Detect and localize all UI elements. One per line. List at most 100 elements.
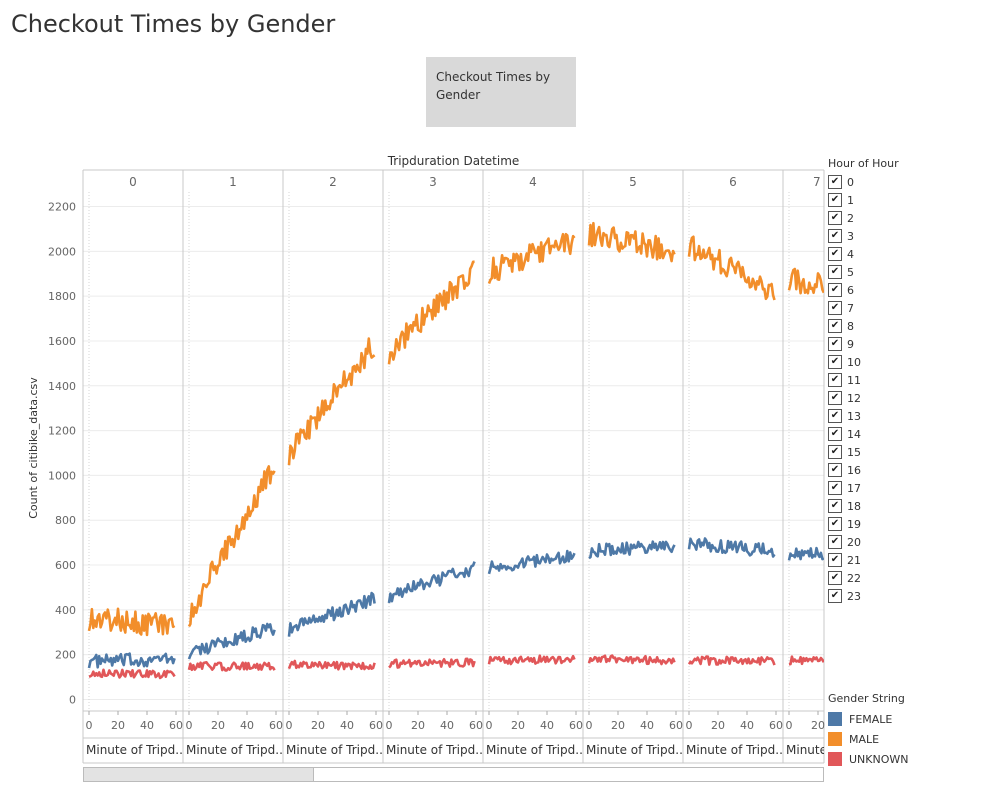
- x-axis-label: Minute of Tripd..: [386, 743, 483, 757]
- checkbox-checked-icon[interactable]: ✔: [828, 337, 842, 351]
- checkbox-checked-icon[interactable]: ✔: [828, 355, 842, 369]
- series-line-female: [287, 591, 376, 637]
- hour-filter-label: 19: [847, 517, 861, 531]
- hour-filter-item-10[interactable]: ✔ 10: [828, 353, 988, 371]
- series-line-unknown: [687, 655, 776, 666]
- checkbox-checked-icon[interactable]: ✔: [828, 283, 842, 297]
- checkbox-checked-icon[interactable]: ✔: [828, 265, 842, 279]
- hour-filter-item-18[interactable]: ✔ 18: [828, 497, 988, 515]
- legend-swatch: [828, 732, 842, 746]
- hour-filter-item-7[interactable]: ✔ 7: [828, 299, 988, 317]
- hour-filter-item-19[interactable]: ✔ 19: [828, 515, 988, 533]
- scrollbar-thumb[interactable]: [84, 768, 314, 781]
- hour-filter-item-23[interactable]: ✔ 23: [828, 587, 988, 605]
- hour-filter-item-8[interactable]: ✔ 8: [828, 317, 988, 335]
- y-tick-label: 1200: [48, 425, 76, 438]
- hour-filter-item-1[interactable]: ✔ 1: [828, 191, 988, 209]
- checkbox-checked-icon[interactable]: ✔: [828, 175, 842, 189]
- x-tick-label: 0: [486, 719, 493, 732]
- hour-filter-item-17[interactable]: ✔ 17: [828, 479, 988, 497]
- hour-filter: Hour of Hour ✔ 0 ✔ 1 ✔ 2 ✔ 3 ✔ 4 ✔ 5 ✔ 6 ✔ 7 ✔ 8 ✔ 9 ✔ 10 ✔ 11 ✔…: [828, 157, 988, 605]
- chart-title: Tripduration Datetime: [387, 154, 520, 168]
- hour-filter-label: 5: [847, 265, 854, 279]
- hour-filter-label: 7: [847, 301, 854, 315]
- hour-filter-item-4[interactable]: ✔ 4: [828, 245, 988, 263]
- checkbox-checked-icon[interactable]: ✔: [828, 535, 842, 549]
- hour-filter-item-21[interactable]: ✔ 21: [828, 551, 988, 569]
- panel-header: 6: [729, 175, 737, 189]
- hour-filter-title: Hour of Hour: [828, 157, 899, 170]
- checkbox-checked-icon[interactable]: ✔: [828, 463, 842, 477]
- hour-filter-label: 20: [847, 535, 861, 549]
- legend-swatch: [828, 752, 842, 766]
- x-tick-label: 60: [469, 719, 483, 732]
- x-axis-label: Minute of Tripd..: [486, 743, 583, 757]
- series-line-unknown: [788, 655, 824, 666]
- legend-item-male[interactable]: MALE: [828, 729, 988, 749]
- x-tick-label: 20: [311, 719, 325, 732]
- x-tick-label: 0: [586, 719, 593, 732]
- x-tick-label: 0: [686, 719, 693, 732]
- series-line-unknown: [587, 654, 676, 666]
- x-tick-label: 40: [240, 719, 254, 732]
- hour-filter-label: 22: [847, 571, 861, 585]
- checkbox-checked-icon[interactable]: ✔: [828, 553, 842, 567]
- series-line-unknown: [388, 657, 476, 669]
- checkbox-checked-icon[interactable]: ✔: [828, 499, 842, 513]
- hour-filter-item-20[interactable]: ✔ 20: [828, 533, 988, 551]
- hour-filter-item-0[interactable]: ✔ 0: [828, 173, 988, 191]
- checkbox-checked-icon[interactable]: ✔: [828, 589, 842, 603]
- hour-filter-label: 21: [847, 553, 861, 567]
- checkbox-checked-icon[interactable]: ✔: [828, 481, 842, 495]
- panel-header: 5: [629, 175, 637, 189]
- x-tick-label: 0: [786, 719, 793, 732]
- x-tick-label: 60: [569, 719, 583, 732]
- legend-item-female[interactable]: FEMALE: [828, 709, 988, 729]
- checkbox-checked-icon[interactable]: ✔: [828, 571, 842, 585]
- hour-filter-item-3[interactable]: ✔ 3: [828, 227, 988, 245]
- gender-legend: Gender String FEMALE MALE UNKNOWN: [828, 692, 988, 769]
- legend-item-unknown[interactable]: UNKNOWN: [828, 749, 988, 769]
- hour-filter-item-12[interactable]: ✔ 12: [828, 389, 988, 407]
- hour-filter-item-15[interactable]: ✔ 15: [828, 443, 988, 461]
- page-title: Checkout Times by Gender: [11, 10, 336, 38]
- checkbox-checked-icon[interactable]: ✔: [828, 427, 842, 441]
- horizontal-scrollbar[interactable]: [83, 767, 824, 782]
- panel-header: 0: [129, 175, 137, 189]
- checkbox-checked-icon[interactable]: ✔: [828, 211, 842, 225]
- series-line-male: [187, 465, 276, 628]
- panel-header: 1: [229, 175, 237, 189]
- panel-header: 7: [813, 175, 821, 189]
- hour-filter-item-16[interactable]: ✔ 16: [828, 461, 988, 479]
- hour-filter-item-6[interactable]: ✔ 6: [828, 281, 988, 299]
- checkbox-checked-icon[interactable]: ✔: [828, 319, 842, 333]
- checkbox-checked-icon[interactable]: ✔: [828, 409, 842, 423]
- hour-filter-label: 13: [847, 409, 861, 423]
- x-tick-label: 40: [640, 719, 654, 732]
- hour-filter-item-22[interactable]: ✔ 22: [828, 569, 988, 587]
- checkbox-checked-icon[interactable]: ✔: [828, 391, 842, 405]
- checkbox-checked-icon[interactable]: ✔: [828, 445, 842, 459]
- checkbox-checked-icon[interactable]: ✔: [828, 229, 842, 243]
- series-line-female: [387, 561, 476, 604]
- x-tick-label: 40: [740, 719, 754, 732]
- y-tick-label: 1600: [48, 335, 76, 348]
- y-tick-label: 1800: [48, 290, 76, 303]
- series-line-male: [587, 221, 676, 263]
- hour-filter-item-11[interactable]: ✔ 11: [828, 371, 988, 389]
- checkbox-checked-icon[interactable]: ✔: [828, 193, 842, 207]
- y-tick-label: 0: [69, 694, 76, 707]
- hour-filter-item-13[interactable]: ✔ 13: [828, 407, 988, 425]
- hour-filter-item-5[interactable]: ✔ 5: [828, 263, 988, 281]
- hour-filter-item-2[interactable]: ✔ 2: [828, 209, 988, 227]
- checkbox-checked-icon[interactable]: ✔: [828, 301, 842, 315]
- checkbox-checked-icon[interactable]: ✔: [828, 517, 842, 531]
- checkbox-checked-icon[interactable]: ✔: [828, 373, 842, 387]
- panel-header: 4: [529, 175, 537, 189]
- hour-filter-item-14[interactable]: ✔ 14: [828, 425, 988, 443]
- x-tick-label: 60: [769, 719, 783, 732]
- hour-filter-label: 11: [847, 373, 861, 387]
- x-tick-label: 20: [111, 719, 125, 732]
- hour-filter-item-9[interactable]: ✔ 9: [828, 335, 988, 353]
- checkbox-checked-icon[interactable]: ✔: [828, 247, 842, 261]
